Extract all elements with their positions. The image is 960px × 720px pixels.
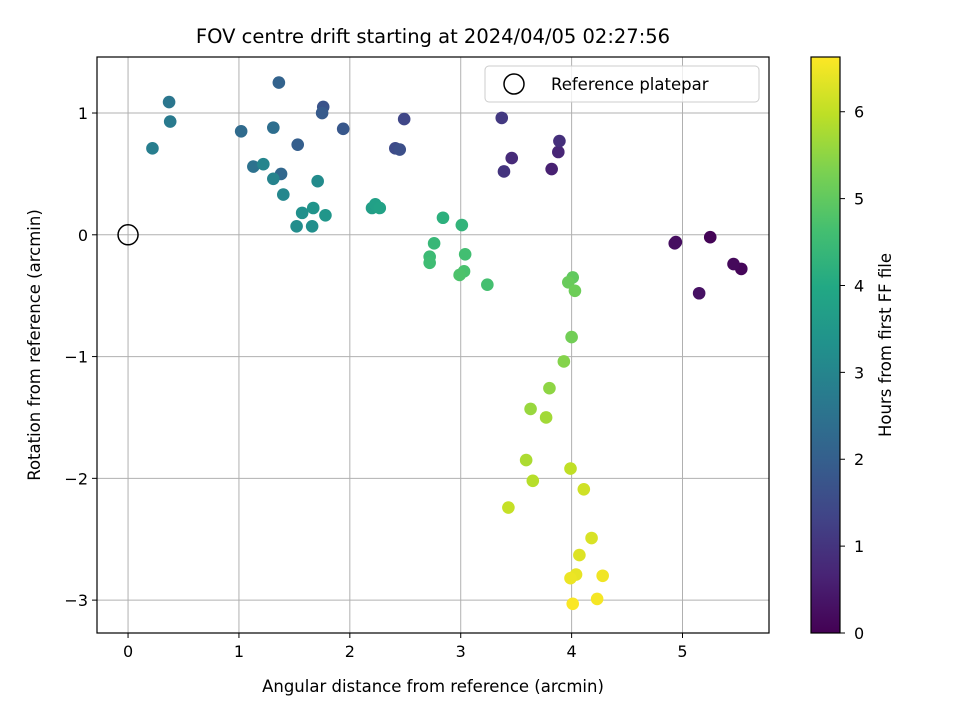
- colorbar-tick-label: 2: [854, 450, 864, 469]
- data-point: [727, 257, 740, 271]
- data-point: [703, 230, 717, 244]
- colorbar: 0 1 2 3 4 5 6 Hours from first FF file: [810, 56, 895, 643]
- data-point: [397, 112, 411, 126]
- data-point: [276, 188, 290, 201]
- y-tick-label: −2: [64, 469, 88, 488]
- data-point: [692, 286, 706, 300]
- colorbar-tick-label: 0: [854, 624, 864, 643]
- data-point: [566, 597, 580, 611]
- y-tick-label: −1: [64, 348, 88, 367]
- data-point: [315, 106, 329, 120]
- data-point: [502, 501, 515, 514]
- reference-platepar-marker: [117, 224, 139, 246]
- plot-frame: [96, 56, 770, 634]
- colorbar-gradient: [811, 57, 840, 633]
- data-point: [481, 278, 494, 292]
- data-point: [568, 284, 582, 298]
- data-point: [668, 237, 682, 250]
- data-point: [505, 151, 519, 165]
- data-point: [163, 115, 177, 128]
- data-point: [596, 569, 609, 583]
- x-axis-ticks: 0 1 2 3 4 5: [123, 633, 688, 661]
- data-point: [436, 211, 450, 225]
- legend-marker-icon: [503, 73, 525, 95]
- data-point: [590, 592, 604, 606]
- data-point: [257, 157, 270, 171]
- legend: Reference platepar: [484, 65, 760, 103]
- data-point: [427, 237, 441, 250]
- data-point: [577, 483, 591, 496]
- legend-box: [484, 65, 760, 103]
- colorbar-ticks: 0 1 2 3 4 5 6: [840, 103, 864, 643]
- data-point: [455, 218, 469, 232]
- data-point: [495, 111, 509, 125]
- data-point: [295, 206, 309, 220]
- data-point: [162, 95, 176, 109]
- data-point: [272, 76, 286, 89]
- y-tick-label: 0: [78, 226, 88, 245]
- data-point: [319, 209, 332, 222]
- data-point: [585, 531, 598, 545]
- data-point: [543, 381, 556, 395]
- x-tick-label: 4: [567, 642, 577, 661]
- data-point: [146, 142, 159, 155]
- data-point: [557, 355, 571, 368]
- data-point: [573, 548, 586, 562]
- data-point: [267, 121, 280, 134]
- x-tick-label: 2: [345, 642, 355, 661]
- x-tick-label: 1: [234, 642, 244, 661]
- x-tick-label: 3: [456, 642, 466, 661]
- y-axis-ticks: −3 −2 −1 0 1: [64, 104, 97, 610]
- colorbar-tick-label: 6: [854, 103, 864, 122]
- data-point: [393, 143, 407, 156]
- data-point: [453, 268, 466, 282]
- colorbar-label: Hours from first FF file: [876, 253, 895, 437]
- colorbar-tick-label: 5: [854, 190, 864, 209]
- data-point: [564, 462, 577, 475]
- data-point: [305, 219, 319, 233]
- data-point: [291, 138, 305, 151]
- y-tick-label: 1: [78, 104, 88, 123]
- y-tick-label: −3: [64, 591, 88, 610]
- colorbar-tick-label: 4: [854, 276, 864, 295]
- x-tick-label: 0: [123, 642, 133, 661]
- data-point: [545, 162, 558, 176]
- colorbar-tick-label: 3: [854, 363, 864, 382]
- data-point: [539, 411, 553, 424]
- data-point: [526, 474, 540, 488]
- data-point: [267, 172, 280, 186]
- data-point: [234, 124, 248, 138]
- data-point: [524, 402, 537, 416]
- data-point: [564, 571, 577, 585]
- y-axis-label: Rotation from reference (arcmin): [25, 209, 44, 481]
- data-point: [565, 330, 578, 344]
- legend-entry-reference: Reference platepar: [551, 75, 709, 94]
- data-point: [373, 201, 387, 215]
- data-point: [497, 165, 511, 178]
- data-point: [458, 247, 472, 261]
- data-point: [290, 219, 303, 233]
- x-tick-label: 5: [677, 642, 687, 661]
- data-point: [423, 256, 436, 270]
- data-points: [146, 76, 748, 611]
- data-point: [336, 122, 350, 136]
- chart-title: FOV centre drift starting at 2024/04/05 …: [196, 25, 670, 48]
- colorbar-frame: [810, 56, 841, 634]
- data-point: [247, 160, 260, 173]
- grid-lines: [97, 57, 769, 633]
- data-point: [311, 174, 324, 188]
- data-point: [519, 453, 533, 467]
- data-point: [552, 145, 565, 159]
- data-point: [306, 201, 320, 215]
- colorbar-tick-label: 1: [854, 537, 864, 556]
- data-point: [553, 134, 566, 148]
- data-point: [561, 275, 575, 289]
- x-axis-label: Angular distance from reference (arcmin): [262, 677, 604, 696]
